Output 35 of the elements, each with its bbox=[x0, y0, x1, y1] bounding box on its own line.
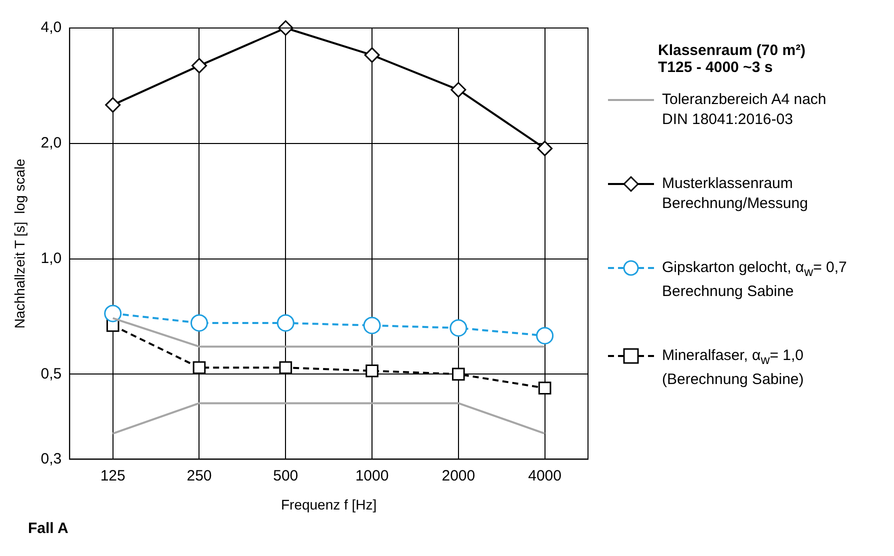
point bbox=[538, 382, 552, 394]
point bbox=[279, 361, 292, 374]
y-tick-label: 2,0 bbox=[40, 134, 62, 152]
point bbox=[192, 361, 206, 374]
y-tick-label: 1,0 bbox=[40, 250, 62, 267]
legend-label: Toleranzbereich A4 nach DIN 18041:2016-03 bbox=[662, 90, 826, 130]
text: Fall A bbox=[28, 520, 68, 537]
x-tick-label: 1000 bbox=[355, 467, 389, 484]
x-tick-label: 250 bbox=[186, 467, 212, 484]
point bbox=[190, 314, 208, 332]
x-tick-label: 2000 bbox=[442, 467, 476, 484]
legend-title: Klassenraum (70 m²) T125 - 4000 ~3 s bbox=[658, 42, 807, 76]
point bbox=[364, 47, 380, 63]
point bbox=[276, 314, 294, 332]
x-axis-title: Frequenz f [Hz] bbox=[280, 496, 377, 512]
point bbox=[450, 319, 468, 337]
x-tick-label: 125 bbox=[100, 467, 126, 484]
y-axis-title: Nachhallzeit T [s] log scale bbox=[11, 158, 28, 329]
point bbox=[363, 316, 381, 334]
y-tick-label: 0,5 bbox=[40, 365, 62, 382]
point bbox=[450, 82, 466, 98]
point bbox=[104, 304, 122, 322]
x-tick-label: 500 bbox=[273, 467, 298, 484]
text: Gipskarton gelocht, α$_{w}$= 0,7 Berechnung Sabine bbox=[662, 259, 847, 300]
point bbox=[366, 364, 378, 378]
legend-label: Musterklassenraum Berechnung/Messung bbox=[662, 174, 808, 214]
legend-label: Mineralfaser, α$_{w}$= 1,0 (Berechnung Sabine) bbox=[662, 346, 804, 390]
point bbox=[191, 58, 207, 74]
point bbox=[537, 140, 553, 156]
y-tick-label: 0,3 bbox=[40, 450, 62, 468]
point bbox=[452, 368, 465, 381]
point bbox=[105, 97, 121, 113]
x-tick-label: 4000 bbox=[528, 467, 562, 484]
y-tick-label: 4,0 bbox=[40, 19, 62, 36]
point bbox=[536, 326, 554, 344]
